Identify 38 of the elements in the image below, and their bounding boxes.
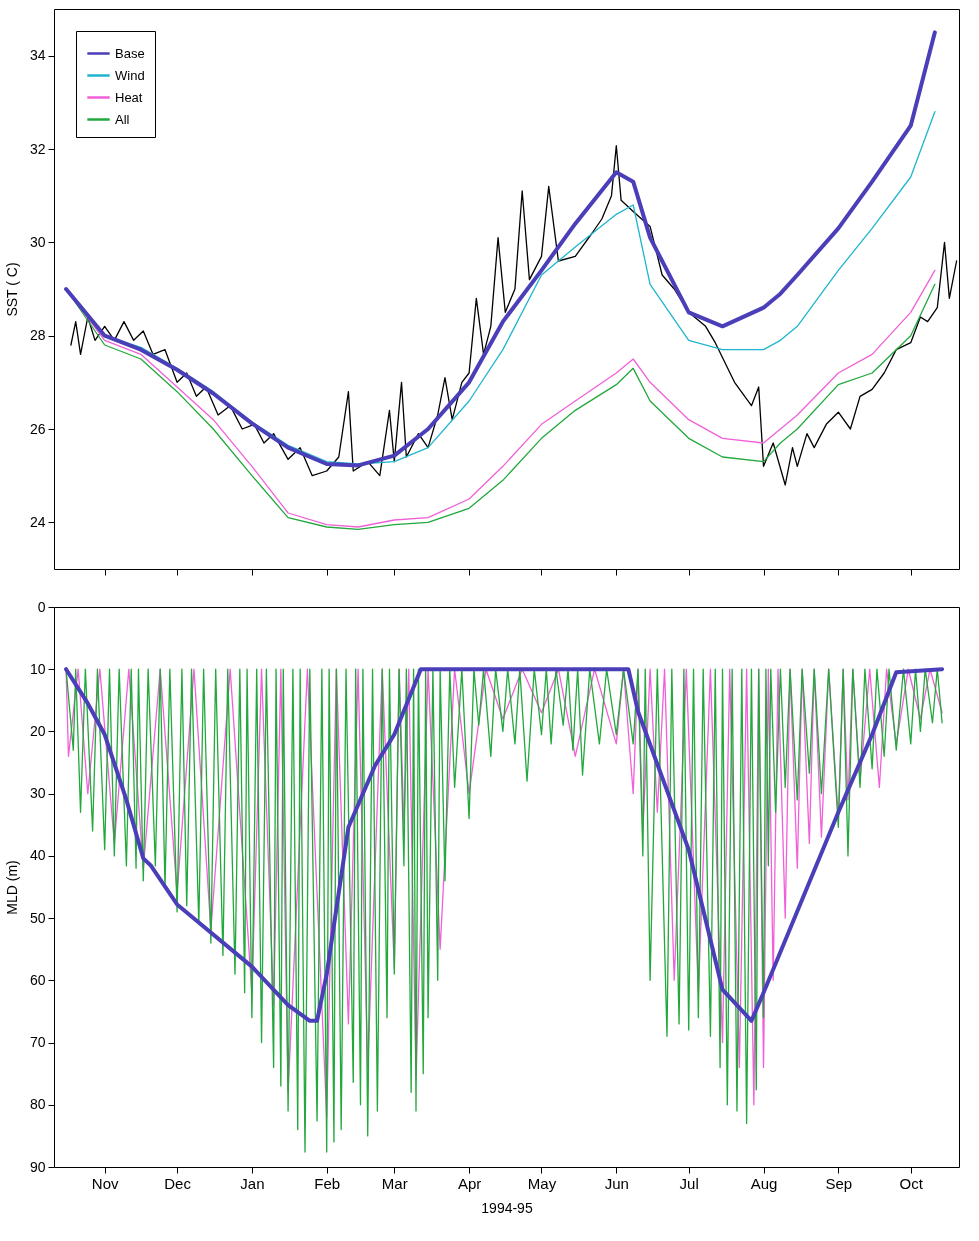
line-series [70, 145, 958, 486]
x-tick-label: Nov [91, 1174, 120, 1192]
x-tick-label: Jan [240, 1174, 265, 1192]
y-axis-title: SST ( C) [3, 262, 20, 317]
y-tick-label: 32 [29, 140, 46, 157]
y-tick-label: 28 [29, 327, 46, 344]
line-series [64, 667, 945, 1023]
x-tick-label: Sep [825, 1174, 853, 1192]
x-tick-label: Aug [750, 1174, 778, 1192]
legend-label: All [115, 111, 130, 127]
y-tick-label: 40 [29, 847, 46, 864]
y-tick-label: 10 [29, 660, 46, 677]
y-tick-label: 90 [29, 1158, 46, 1175]
y-tick-label: 30 [29, 233, 46, 250]
y-axis-title: MLD (m) [3, 860, 20, 915]
x-tick-label: Oct [899, 1174, 924, 1192]
x-tick-label: May [527, 1174, 557, 1192]
legend-label: Heat [115, 89, 143, 105]
x-tick-label: Jul [679, 1174, 699, 1192]
y-tick-label: 60 [29, 971, 46, 988]
legend-label: Wind [115, 67, 145, 83]
x-tick-label: Apr [457, 1174, 482, 1192]
y-tick-label: 30 [29, 785, 46, 802]
y-tick-label: 20 [29, 722, 46, 739]
y-tick-label: 24 [29, 513, 46, 530]
x-tick-label: Mar [381, 1174, 408, 1192]
y-tick-label: 80 [29, 1096, 46, 1113]
x-axis-title: 1994-95 [481, 1199, 533, 1216]
x-tick-label: Dec [164, 1174, 192, 1192]
y-tick-label: 70 [29, 1034, 46, 1051]
y-tick-label: 34 [29, 47, 46, 64]
y-tick-label: 26 [29, 420, 46, 437]
y-tick-label: 0 [37, 598, 46, 615]
line-series [64, 30, 937, 468]
x-tick-label: Feb [314, 1174, 341, 1192]
y-tick-label: 50 [29, 909, 46, 926]
legend-label: Base [115, 45, 145, 61]
x-tick-label: Jun [604, 1174, 629, 1192]
